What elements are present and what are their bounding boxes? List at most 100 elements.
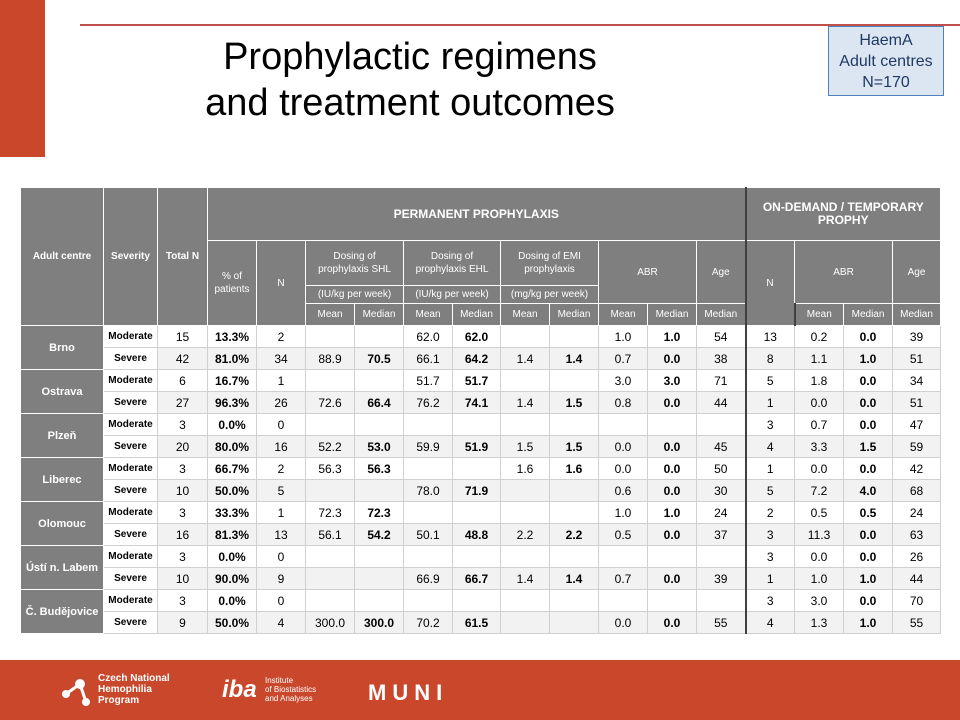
- value-cell: 62.0: [452, 325, 501, 348]
- value-cell: 1: [256, 369, 306, 392]
- group-header: ON-DEMAND / TEMPORARY PROPHY: [744, 187, 942, 241]
- value-cell: 0: [256, 413, 306, 436]
- value-cell: 56.3: [305, 457, 355, 480]
- table-row: Severe 42 81.0% 34 88.9 70.5 66.1 64.2 1.4 1.4 0.7…: [21, 347, 942, 370]
- value-cell: 66.7: [452, 567, 501, 590]
- value-cell: 55: [892, 611, 942, 634]
- value-cell: [354, 567, 404, 590]
- value-cell: 0: [256, 545, 306, 568]
- column-header: N: [744, 240, 796, 326]
- badge-line: HaemA: [859, 32, 913, 49]
- title: Prophylactic regimens and treatment outc…: [110, 34, 710, 126]
- value-cell: [598, 545, 648, 568]
- value-cell: 2.2: [500, 523, 550, 546]
- value-cell: 1.4: [500, 347, 550, 370]
- title-line: Prophylactic regimens: [223, 36, 597, 78]
- value-cell: 0.0%: [207, 589, 257, 612]
- value-cell: 71: [695, 369, 747, 392]
- value-cell: 16: [256, 435, 306, 458]
- value-cell: 4.0: [843, 479, 894, 502]
- value-cell: 76.2: [403, 391, 453, 414]
- badge: HaemA Adult centres N=170: [828, 26, 944, 96]
- top-line: [80, 24, 960, 26]
- value-cell: 3.3: [794, 435, 845, 458]
- value-cell: [452, 501, 501, 524]
- unit-header: (IU/kg per week): [305, 285, 404, 304]
- value-cell: 4: [256, 611, 306, 634]
- table-row: Severe 27 96.3% 26 72.6 66.4 76.2 74.1 1.4 1.5 0.8…: [21, 391, 942, 414]
- value-cell: [500, 325, 550, 348]
- severity-cell: Severe: [103, 567, 158, 590]
- value-cell: 0.7: [598, 347, 648, 370]
- value-cell: 0.0: [843, 457, 894, 480]
- severity-cell: Severe: [103, 611, 158, 634]
- value-cell: 0.0%: [207, 545, 257, 568]
- value-cell: [500, 589, 550, 612]
- value-cell: 20: [157, 435, 208, 458]
- value-cell: 27: [157, 391, 208, 414]
- value-cell: 70.5: [354, 347, 404, 370]
- centre-cell: Č. Budějovice: [20, 589, 104, 634]
- value-cell: 1.0: [843, 611, 894, 634]
- value-cell: 0.0: [843, 391, 894, 414]
- centre-cell: Brno: [20, 325, 104, 370]
- value-cell: [500, 413, 550, 436]
- value-cell: [500, 611, 550, 634]
- value-cell: 16.7%: [207, 369, 257, 392]
- value-cell: 2: [256, 325, 306, 348]
- value-cell: [403, 413, 453, 436]
- value-cell: 5: [744, 479, 796, 502]
- value-cell: 70: [892, 589, 942, 612]
- value-cell: [598, 413, 648, 436]
- value-cell: 0.5: [794, 501, 845, 524]
- value-cell: 11.3: [794, 523, 845, 546]
- column-header: ABR: [598, 240, 697, 304]
- value-cell: 0.7: [794, 413, 845, 436]
- table-row: Č. Budějovice Moderate 3 0.0% 0 3 3.0 0.0 70: [20, 589, 942, 634]
- table-row: Olomouc Moderate 3 33.3% 1 72.3 72.3 1.0 1.0 24 2 0…: [20, 501, 942, 546]
- table-row: Severe 16 81.3% 13 56.1 54.2 50.1 48.8 2.2 2.2 0.5…: [21, 523, 942, 546]
- badge-line: N=170: [862, 74, 910, 91]
- value-cell: 66.1: [403, 347, 453, 370]
- value-cell: 44: [695, 391, 747, 414]
- value-cell: [305, 369, 355, 392]
- severity-cell: Moderate: [103, 545, 158, 568]
- value-cell: [403, 501, 453, 524]
- value-cell: 6: [157, 369, 208, 392]
- value-cell: [354, 369, 404, 392]
- value-cell: 8: [744, 347, 796, 370]
- value-cell: 10: [157, 567, 208, 590]
- value-cell: 7.2: [794, 479, 845, 502]
- column-header: % of patients: [207, 240, 257, 326]
- value-cell: 81.0%: [207, 347, 257, 370]
- severity-cell: Severe: [103, 435, 158, 458]
- stat-header: Mean: [598, 303, 648, 326]
- value-cell: 30: [695, 479, 747, 502]
- value-cell: 3: [157, 589, 208, 612]
- column-header: Dosing of prophylaxis SHL: [305, 240, 404, 286]
- value-cell: [305, 545, 355, 568]
- value-cell: [695, 545, 747, 568]
- centre-cell: Liberec: [20, 457, 104, 502]
- severity-cell: Severe: [103, 479, 158, 502]
- value-cell: 1.1: [794, 347, 845, 370]
- value-cell: 51.7: [452, 369, 501, 392]
- value-cell: 0.0: [843, 413, 894, 436]
- value-cell: [549, 369, 599, 392]
- value-cell: 68: [892, 479, 942, 502]
- value-cell: [549, 413, 599, 436]
- footer: Czech National Hemophilia Program iba In…: [0, 660, 960, 720]
- table-row: Ústí n. Labem Moderate 3 0.0% 0 3 0.0 0.0 26: [20, 545, 942, 590]
- value-cell: 0.0: [843, 369, 894, 392]
- value-cell: 0.0: [647, 523, 697, 546]
- footer-text: of Biostatistics: [265, 685, 317, 694]
- centre-cell: Olomouc: [20, 501, 104, 546]
- stat-header: Median: [892, 303, 942, 326]
- centre-cell: Ústí n. Labem: [20, 545, 104, 590]
- value-cell: [403, 457, 453, 480]
- value-cell: 26: [892, 545, 942, 568]
- value-cell: [500, 369, 550, 392]
- column-header: Total N: [157, 187, 208, 326]
- value-cell: 0.0: [598, 457, 648, 480]
- value-cell: 0.2: [794, 325, 845, 348]
